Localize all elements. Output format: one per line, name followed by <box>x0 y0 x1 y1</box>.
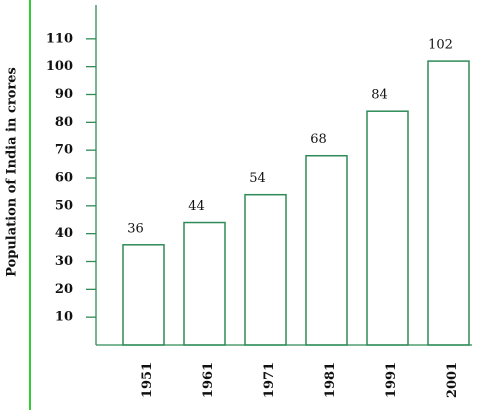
data-label: 54 <box>249 171 266 186</box>
y-tick-label: 50 <box>55 198 73 213</box>
bar <box>427 60 470 346</box>
y-tick-label: 80 <box>55 115 73 130</box>
bar <box>183 221 226 346</box>
bar <box>366 110 409 346</box>
data-label: 44 <box>188 199 205 214</box>
y-tick-label: 90 <box>55 87 73 102</box>
x-tick-label: 1981 <box>323 362 338 398</box>
x-tick-label: 1961 <box>201 362 216 398</box>
y-tick-label: 40 <box>55 226 73 241</box>
data-label: 68 <box>310 132 327 147</box>
y-tick-label: 30 <box>55 254 73 269</box>
y-tick-label: 60 <box>55 171 73 186</box>
y-tick-label: 20 <box>55 282 73 297</box>
y-tick-label: 70 <box>55 143 73 158</box>
x-tick-label: 1971 <box>262 362 277 398</box>
x-tick-label: 2001 <box>445 362 460 398</box>
y-axis-label: Population of India in crores <box>5 67 20 277</box>
bar <box>244 193 287 346</box>
data-label: 102 <box>428 38 453 53</box>
bar <box>122 244 165 346</box>
x-tick-label: 1991 <box>384 362 399 398</box>
x-tick-label: 1951 <box>140 362 155 398</box>
data-label: 36 <box>127 221 144 236</box>
bar <box>305 154 348 346</box>
y-tick-label: 100 <box>46 59 73 74</box>
y-tick-label: 10 <box>55 310 73 325</box>
data-label: 84 <box>371 88 388 103</box>
y-tick-label: 110 <box>46 31 73 46</box>
